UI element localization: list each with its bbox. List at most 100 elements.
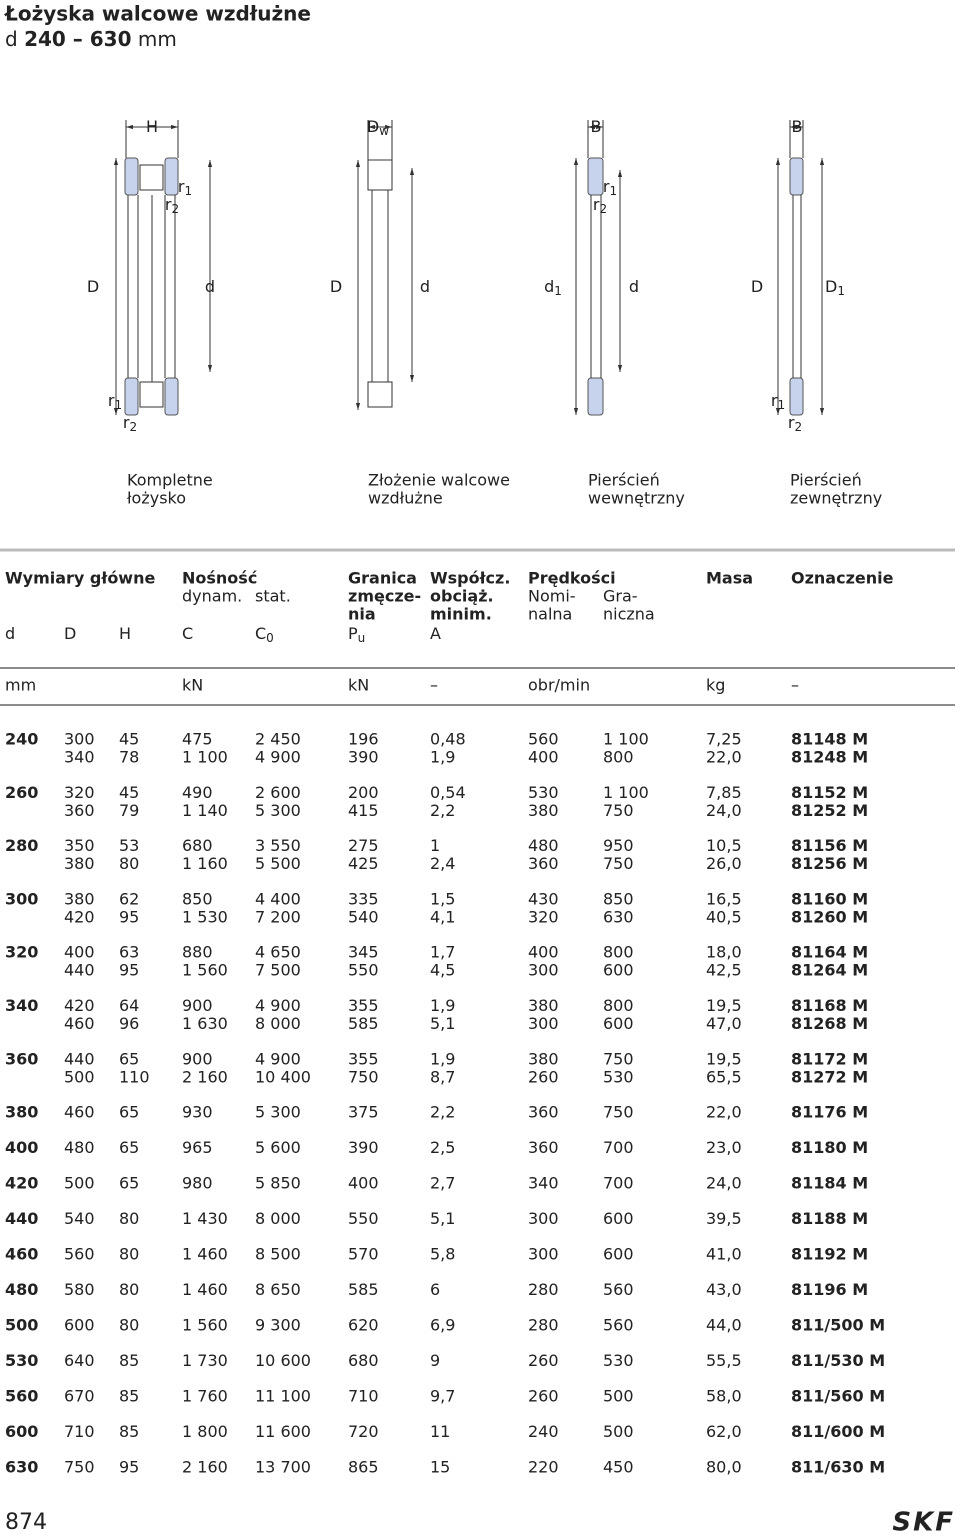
cell: 280: [528, 1316, 559, 1335]
cell: 81180 M: [791, 1138, 868, 1157]
ring: [164, 157, 179, 196]
cell: 55,5: [706, 1351, 742, 1370]
cell: 720: [348, 1422, 379, 1441]
cell: 500: [64, 1174, 95, 1193]
cell: 585: [348, 1014, 379, 1033]
cell-d: 380: [5, 1103, 38, 1122]
cell-d: 360: [5, 1049, 38, 1068]
ring: [587, 157, 604, 196]
cell: 360: [528, 1103, 559, 1122]
cell: 950: [603, 836, 634, 855]
diagram-label: r2: [165, 195, 179, 216]
cell: 2,2: [430, 1103, 455, 1122]
table-headings: Nośność: [182, 569, 257, 588]
cell: 7,25: [706, 730, 742, 749]
table-units: obr/min: [528, 676, 590, 695]
cell: 260: [528, 1351, 559, 1370]
roller: [139, 164, 164, 191]
diagram-label-sub: 1: [837, 284, 845, 298]
cell: 300: [528, 1209, 559, 1228]
diagram-label-main: r: [603, 177, 610, 196]
diagram-caption: wzdłużne: [368, 489, 443, 508]
cell: 750: [603, 1103, 634, 1122]
diagram-label: D: [751, 277, 763, 296]
cell-d: 320: [5, 943, 38, 962]
cell: 19,5: [706, 996, 742, 1015]
cell: 750: [348, 1067, 379, 1086]
cell: 260: [528, 1067, 559, 1086]
cell: 5 300: [255, 1103, 301, 1122]
cell: 1: [430, 836, 440, 855]
diagram-label: r2: [593, 195, 607, 216]
table-units: –: [430, 676, 438, 695]
cell: 750: [603, 801, 634, 820]
cell: 81248 M: [791, 748, 868, 767]
cell-d: 400: [5, 1138, 38, 1157]
diagram-label-main: D: [825, 277, 837, 296]
roller: [367, 381, 393, 408]
cell: 110: [119, 1067, 150, 1086]
cell: 10 600: [255, 1351, 311, 1370]
table-symbol-sub: u: [358, 631, 366, 645]
cell: 620: [348, 1316, 379, 1335]
cell: 62,0: [706, 1422, 742, 1441]
cell: 15: [430, 1458, 450, 1477]
ring: [789, 377, 804, 416]
cell: 1 140: [182, 801, 228, 820]
cell: 11: [430, 1422, 450, 1441]
table-units: kN: [348, 676, 369, 695]
table-headings: Oznaczenie: [791, 569, 894, 588]
cell: 9: [430, 1351, 440, 1370]
cell: 8,7: [430, 1067, 455, 1086]
cell-d: 340: [5, 996, 38, 1015]
diagram-label: d: [420, 277, 430, 296]
table-units: kN: [182, 676, 203, 695]
cell: 490: [182, 783, 213, 802]
cell: 65: [119, 1103, 139, 1122]
cell: 78: [119, 748, 139, 767]
cell: 53: [119, 836, 139, 855]
cell: 2 160: [182, 1458, 228, 1477]
cell: 1 460: [182, 1245, 228, 1264]
cell: 8 650: [255, 1280, 301, 1299]
diagram-label: r1: [178, 177, 192, 198]
cell: 65: [119, 1174, 139, 1193]
cell: 1 100: [603, 730, 649, 749]
cell: 81168 M: [791, 996, 868, 1015]
table-sub-headings-2: nia: [348, 605, 376, 624]
diagram-label-main: r: [593, 195, 600, 214]
diagram-label-sub: 1: [554, 284, 562, 298]
cell: 560: [603, 1280, 634, 1299]
cell: 811/630 M: [791, 1458, 885, 1477]
diagram-label-main: D: [367, 117, 379, 136]
cell: 6,9: [430, 1316, 455, 1335]
diagram-caption: Pierścień: [790, 471, 862, 490]
cell: 3 550: [255, 836, 301, 855]
diagram-label-sub: 2: [171, 202, 179, 216]
cell: 1,9: [430, 1049, 455, 1068]
cell: 81260 M: [791, 907, 868, 926]
diagram-label-main: r: [771, 391, 778, 410]
cell: 800: [603, 748, 634, 767]
cell: 81268 M: [791, 1014, 868, 1033]
ring: [124, 377, 139, 416]
table-symbol-main: C: [255, 624, 266, 643]
cell-d: 480: [5, 1280, 38, 1299]
table-symbol: C0: [255, 624, 274, 645]
cell: 1 560: [182, 961, 228, 980]
cell: 7 200: [255, 907, 301, 926]
cell: 81156 M: [791, 836, 868, 855]
diagram-label: B: [792, 117, 803, 136]
cell: 360: [528, 854, 559, 873]
cell: 42,5: [706, 961, 742, 980]
cell: 41,0: [706, 1245, 742, 1264]
cell: 1,9: [430, 996, 455, 1015]
cell: 1 100: [603, 783, 649, 802]
cell: 22,0: [706, 748, 742, 767]
cell: 355: [348, 1049, 379, 1068]
table-sub-headings-2: nalna: [528, 605, 572, 624]
cell: 865: [348, 1458, 379, 1477]
cell: 79: [119, 801, 139, 820]
cell: 355: [348, 996, 379, 1015]
cell: 81164 M: [791, 943, 868, 962]
